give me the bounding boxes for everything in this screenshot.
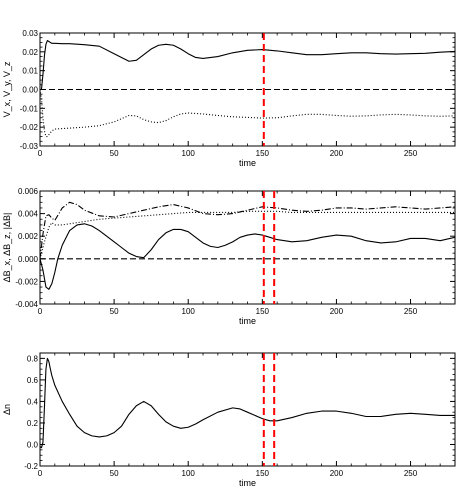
- chart-2-xtick-label-2: 100: [182, 307, 196, 316]
- chart-1-ylabel: V_x, V_y, V_z: [2, 61, 12, 117]
- chart-1-ytick-label-4: 0.01: [22, 67, 38, 76]
- chart-2-series-4-dashdot: [40, 201, 455, 259]
- chart-3-ytick-label-5: 0.8: [27, 354, 39, 363]
- chart-2-series-group: [40, 191, 455, 304]
- chart-3-ytick-label-3: 0.4: [27, 397, 39, 406]
- chart-1-ytick-label-6: 0.03: [22, 29, 38, 38]
- chart-1-xtick-label-4: 200: [330, 149, 344, 158]
- chart-3-series-1-solid: [40, 357, 455, 449]
- chart-3-plot-frame: [39, 352, 456, 467]
- chart-2-ytick-label-3: 0.002: [18, 232, 39, 241]
- chart-2-ytick-label-1: -0.002: [15, 277, 38, 286]
- chart-3-xtick-label-1: 50: [110, 469, 119, 478]
- chart-1-xlabel: time: [239, 158, 256, 168]
- chart-3-ytick-label-1: 0.0: [27, 440, 39, 449]
- chart-3-xtick-label-5: 250: [404, 469, 418, 478]
- chart-3-ytick-label-0: -0.2: [24, 462, 38, 471]
- chart-3-xtick-label-4: 200: [330, 469, 344, 478]
- chart-3: 0 50 100 150 200 250 -0.2 0.0 0.2 0.4 0.6 0.8 time Δn: [2, 352, 456, 488]
- chart-3-ytick-label-4: 0.6: [27, 376, 39, 385]
- chart-2-xtick-label-5: 250: [404, 307, 418, 316]
- chart-2-xlabel: time: [239, 316, 256, 326]
- chart-1-series-3-dotted: [40, 89, 455, 138]
- chart-3-xtick-label-0: 0: [38, 469, 43, 478]
- chart-2-ytick-label-0: -0.004: [15, 300, 38, 309]
- chart-2-ytick-label-2: 0.000: [18, 255, 39, 264]
- chart-2-series-1-solid: [40, 223, 455, 290]
- chart-1: 0 50 100 150 200 250 -0.03 -0.02 -0.01 0.00 0.01 0.…: [2, 29, 456, 168]
- chart-2-xtick-label-1: 50: [110, 307, 119, 316]
- chart-1-xtick-label-5: 250: [404, 149, 418, 158]
- chart-1-ytick-label-5: 0.02: [22, 48, 38, 57]
- chart-1-ytick-label-0: -0.03: [20, 142, 39, 151]
- chart-2-plot-frame: [39, 190, 456, 305]
- chart-3-ytick-label-2: 0.2: [27, 419, 39, 428]
- chart-2-xtick-label-3: 150: [256, 307, 270, 316]
- chart-1-ytick-label-2: -0.01: [20, 104, 39, 113]
- chart-3-xtick-label-3: 150: [256, 469, 270, 478]
- chart-3-xlabel: time: [239, 478, 256, 488]
- chart-3-series-group: [40, 353, 455, 466]
- chart-1-xtick-label-2: 100: [182, 149, 196, 158]
- chart-2-ylabel: ΔB_x, ΔB_z, |ΔB|: [2, 213, 12, 283]
- chart-3-xtick-label-2: 100: [182, 469, 196, 478]
- chart-2-xtick-label-0: 0: [38, 307, 43, 316]
- chart-1-xtick-label-0: 0: [38, 149, 43, 158]
- chart-2-ytick-label-4: 0.004: [18, 210, 39, 219]
- chart-2: 0 50 100 150 200 250 -0.004 -0.002 0.000 0.002 0.0…: [2, 187, 456, 326]
- chart-1-xtick-label-1: 50: [110, 149, 119, 158]
- chart-2-xtick-label-4: 200: [330, 307, 344, 316]
- chart-1-series-group: [40, 33, 455, 146]
- chart-2-ytick-label-5: 0.006: [18, 187, 39, 196]
- chart-1-series-1-solid: [40, 39, 455, 91]
- chart-1-xtick-label-3: 150: [256, 149, 270, 158]
- chart-1-ytick-label-1: -0.02: [20, 123, 39, 132]
- chart-1-ytick-label-3: 0.00: [22, 86, 38, 95]
- chart-3-ylabel: Δn: [2, 404, 12, 415]
